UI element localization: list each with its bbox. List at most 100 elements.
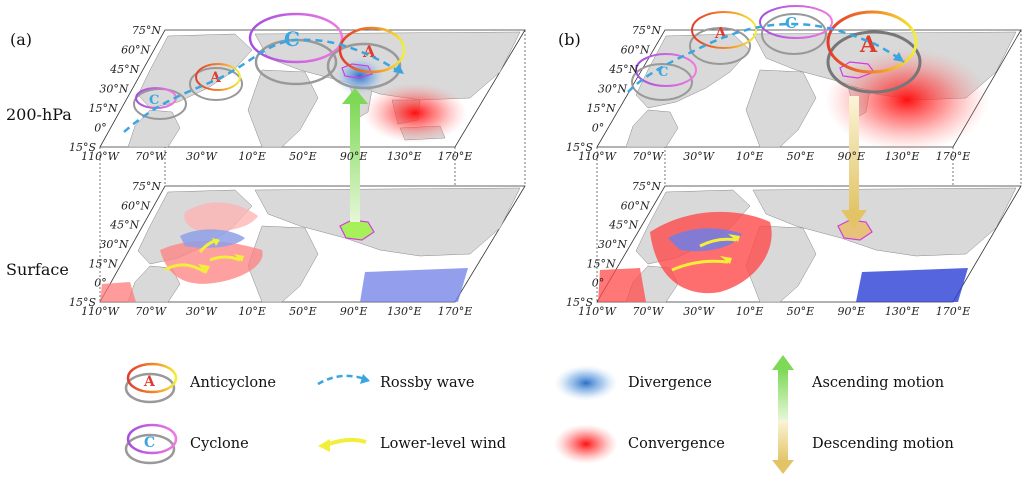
sst-warm-atlantic	[650, 211, 772, 294]
legend-rossby-symbol	[317, 374, 370, 386]
anticyclone-mark: A	[143, 374, 156, 390]
sst-warm-north	[184, 202, 258, 232]
low-level-wind-2	[699, 237, 737, 248]
lon-tick-label-a-lower: 130°E	[387, 305, 422, 318]
land-africa	[247, 225, 319, 303]
lon-tick-label-b-upper: 90°E	[838, 150, 866, 163]
legend-anticyclone-symbol: A	[124, 362, 178, 404]
legend-anticyclone-label: Anticyclone	[189, 375, 276, 391]
lon-tick-label-a-upper: 130°E	[387, 150, 422, 163]
lon-tick-label-a-upper: 170°E	[438, 150, 473, 163]
panel-a: (a) C	[10, 12, 526, 303]
lat-tick-label-b-upper: 30°N	[598, 83, 627, 96]
sst-cool-pacific	[360, 268, 468, 302]
lon-tick-label-b-lower: 70°W	[632, 305, 664, 318]
legend-vertical-motion-symbol	[772, 355, 794, 474]
lon-tick-label-b-upper: 70°W	[632, 150, 664, 163]
lat-tick-label-a-lower: 0°	[94, 277, 107, 290]
level-label-upper: 200-hPa	[6, 105, 72, 124]
legend-lowwind-symbol	[318, 437, 367, 452]
lat-tick-label-a-upper: 0°	[94, 122, 107, 135]
lon-tick-label-b-lower: 50°E	[787, 305, 815, 318]
cyclone-symbol-2: C	[248, 12, 344, 86]
lat-tick-label-a-lower: 15°N	[89, 257, 118, 270]
low-level-wind-1	[671, 259, 729, 272]
anticyclone-mark: A	[362, 42, 376, 61]
lon-tick-label-a-lower: 110°W	[81, 305, 120, 318]
land-south-america	[625, 109, 679, 148]
lat-tick-label-b-upper: 45°N	[608, 63, 638, 76]
lat-tick-label-a-lower: 45°N	[109, 219, 139, 232]
legend-rossby-label: Rossby wave	[380, 375, 474, 391]
rossby-wave-path	[627, 22, 905, 93]
low-level-wind-1	[164, 263, 206, 274]
lon-tick-label-a-upper: 90°E	[340, 150, 368, 163]
lat-tick-label-b-lower: 75°N	[632, 180, 661, 193]
lat-tick-label-b-lower: 60°N	[621, 199, 650, 212]
legend: A Anticyclone C Cyclone Rossby wave Lowe…	[124, 355, 954, 474]
lat-tick-label-a-lower: 60°N	[121, 199, 150, 212]
convergence-blob	[363, 83, 467, 143]
convergence-blob	[825, 48, 989, 152]
lat-tick-label-a-lower: 75°N	[132, 180, 161, 193]
legend-convergence-symbol	[554, 424, 618, 464]
lon-tick-label-b-upper: 10°E	[736, 150, 764, 163]
panel-letter-a: (a)	[10, 30, 32, 49]
legend-ascending-label: Ascending motion	[811, 375, 944, 391]
lat-tick-label-b-lower: 15°S	[566, 296, 593, 309]
low-level-wind-2	[209, 255, 241, 262]
anticyclone-symbol-1: A	[689, 11, 757, 65]
legend-lowwind-label: Lower-level wind	[380, 436, 506, 452]
rossby-wave-path	[123, 38, 405, 133]
lon-tick-label-a-upper: 30°W	[186, 150, 218, 163]
land-eurasia	[752, 187, 1017, 257]
lon-tick-label-a-upper: 10°E	[238, 150, 266, 163]
land-africa	[247, 69, 319, 148]
lon-tick-label-b-lower: 90°E	[838, 305, 866, 318]
lon-tick-label-a-lower: 90°E	[340, 305, 368, 318]
lon-tick-label-a-lower: 10°E	[238, 305, 266, 318]
descending-arrow	[841, 96, 867, 228]
panel-letter-b: (b)	[558, 30, 581, 49]
lat-tick-label-b-lower: 30°N	[598, 238, 627, 251]
lon-tick-label-b-lower: 110°W	[578, 305, 617, 318]
lon-tick-label-b-upper: 30°W	[683, 150, 715, 163]
legend-cyclone-label: Cyclone	[190, 436, 249, 452]
lon-tick-label-a-upper: 110°W	[81, 150, 120, 163]
ascending-arrow	[342, 88, 368, 222]
panel-b: (b) C A	[558, 5, 1022, 303]
lat-tick-label-b-upper: 60°N	[621, 44, 650, 57]
cyclone-symbol-2: C	[759, 5, 833, 55]
lat-tick-label-a-lower: 15°S	[69, 296, 96, 309]
legend-convergence-label: Convergence	[628, 436, 725, 452]
sst-warm-sw	[598, 268, 646, 302]
lon-tick-label-b-upper: 50°E	[787, 150, 815, 163]
land-north-america	[635, 33, 751, 109]
lon-tick-label-b-lower: 170°E	[936, 305, 971, 318]
sst-cool-pacific	[856, 268, 968, 302]
cyclone-mark: C	[144, 435, 155, 451]
sst-cool-atlantic	[668, 228, 742, 252]
cyclone-mark: C	[785, 14, 797, 32]
lat-tick-label-b-lower: 15°N	[587, 257, 616, 270]
cyclone-mark: C	[149, 93, 159, 108]
lat-tick-label-b-lower: 45°N	[608, 219, 638, 232]
legend-descending-label: Descending motion	[812, 436, 954, 452]
lon-tick-label-b-lower: 130°E	[885, 305, 920, 318]
panel-a-lower-map	[99, 185, 526, 303]
land-africa	[745, 69, 817, 148]
lon-tick-label-b-lower: 10°E	[736, 305, 764, 318]
lon-tick-label-a-upper: 70°W	[135, 150, 167, 163]
lon-tick-label-a-lower: 170°E	[438, 305, 473, 318]
lon-tick-label-b-upper: 170°E	[936, 150, 971, 163]
panel-b-upper-map: C A C A	[596, 5, 1022, 152]
lat-tick-label-a-lower: 30°N	[99, 238, 128, 251]
lat-tick-label-b-upper: 15°S	[566, 141, 593, 154]
panel-b-lower-map	[596, 185, 1022, 303]
lat-tick-label-a-upper: 75°N	[132, 24, 161, 37]
cyclone-symbol-1: C	[631, 53, 697, 101]
cyclone-mark: C	[658, 65, 668, 80]
legend-cyclone-symbol: C	[124, 423, 178, 465]
